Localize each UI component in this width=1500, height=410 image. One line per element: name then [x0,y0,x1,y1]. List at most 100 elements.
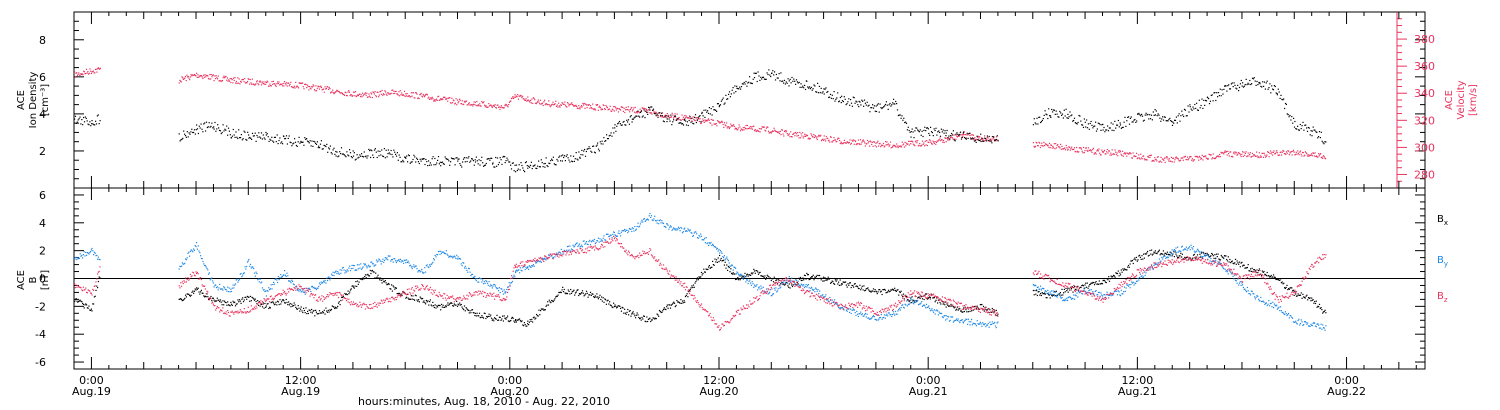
velocity-series-dot [669,116,671,118]
density-series-dot [306,140,309,142]
field-bx-series-dot [467,309,469,311]
field-bx-series-dot [1185,257,1187,259]
field-by-series-dot [300,289,302,291]
velocity-series-dot [804,135,806,137]
field-by-series-dot [459,258,462,260]
density-series-dot [847,101,849,103]
density-series-dot [387,149,389,151]
velocity-series-dot [742,129,744,131]
velocity-series-dot [576,105,578,108]
field-by-series-dot [384,257,386,259]
field-by-series-dot [474,278,477,280]
velocity-series-dot [857,139,859,141]
velocity-series-dot [1168,160,1170,162]
density-series-dot [283,135,285,138]
field-bx-series-dot [900,290,902,292]
density-series-dot [1279,97,1281,99]
density-series-dot [200,123,202,125]
field-bx-series-dot [581,290,584,292]
field-bx-series-dot [1121,271,1123,273]
field-by-series-dot [383,259,386,261]
field-bx-series-dot [198,291,200,293]
field-by-series-dot [270,284,272,286]
field-bx-series-dot [681,300,684,302]
field-bx-series-dot [1181,256,1183,258]
field-by-series-dot [183,263,185,265]
field-by-series-dot [219,288,222,290]
field-by-series-dot [330,277,332,279]
field-bx-series-dot [980,304,982,306]
field-bx-series-dot [869,290,871,292]
velocity-series-dot [592,108,594,110]
velocity-series-dot [269,83,271,85]
density-series-dot [1119,124,1122,126]
density-series-dot [774,71,776,73]
field-bx-series-dot [298,307,300,309]
field-by-series-dot [444,252,446,255]
velocity-series-dot [261,82,263,84]
field-bx-series-dot [300,308,302,310]
field-bx-series-dot [1302,293,1304,295]
velocity-series-dot [579,108,581,110]
velocity-series-dot [371,96,373,99]
velocity-series-dot [889,144,891,146]
density-series-dot [190,131,192,133]
velocity-series-dot [710,118,712,121]
field-bx-series-dot [738,279,740,281]
density-series-dot [585,150,587,153]
velocity-series-dot [556,104,558,106]
density-series-dot [400,161,402,163]
velocity-series-dot [839,143,841,145]
field-bx-series-dot [242,301,245,303]
density-series-dot [787,78,789,80]
field-by-series-dot [290,282,292,284]
field-bx-series-dot [251,296,253,298]
field-bx-series-dot [480,316,482,318]
velocity-series-dot [350,94,353,96]
velocity-series-dot [938,139,940,141]
velocity-series-dot [723,122,726,124]
velocity-series-dot [1225,151,1227,153]
field-bx-series-dot [579,293,581,295]
density-series-dot [686,121,688,123]
velocity-series-dot [1195,156,1197,158]
field-bx-series-dot [284,302,286,304]
density-series-dot [1254,80,1256,82]
velocity-series-dot [829,141,831,143]
velocity-series-dot [216,77,218,79]
velocity-series-dot [1117,155,1119,157]
density-series-dot [932,135,934,137]
density-series-dot [1102,129,1104,131]
density-series-dot [544,162,546,165]
density-series-dot [910,136,912,138]
density-series-dot [395,153,397,155]
velocity-series-dot [821,139,823,141]
density-series-dot [351,157,353,159]
field-bx-series-dot [883,289,885,291]
field-bx-series-dot [982,308,984,310]
density-series-dot [454,164,456,166]
field-bx-series-dot [1305,295,1307,297]
velocity-series-dot [433,100,435,102]
field-bx-series-dot [408,298,410,300]
velocity-series-dot [1287,150,1289,152]
field-bx-series-dot [360,278,363,280]
field-bx-series-dot [615,305,617,307]
field-by-series-dot [416,268,418,270]
velocity-series-dot [608,108,610,110]
density-series-dot [422,158,424,160]
velocity-series-dot [631,106,633,108]
field-bx-series-dot [188,293,190,295]
field-bx-series-dot [867,287,869,289]
field-bx-series-dot [496,314,498,316]
density-series-dot [460,164,462,166]
density-series-dot [875,110,878,113]
density-series-dot [888,104,890,106]
field-by-series-dot [215,287,218,289]
density-series-dot [855,100,857,102]
density-series-dot [972,138,975,140]
density-series-dot [1120,127,1122,129]
density-series-dot [1185,115,1187,117]
field-by-series-dot [355,269,357,271]
field-bx-series-dot [1166,253,1168,255]
